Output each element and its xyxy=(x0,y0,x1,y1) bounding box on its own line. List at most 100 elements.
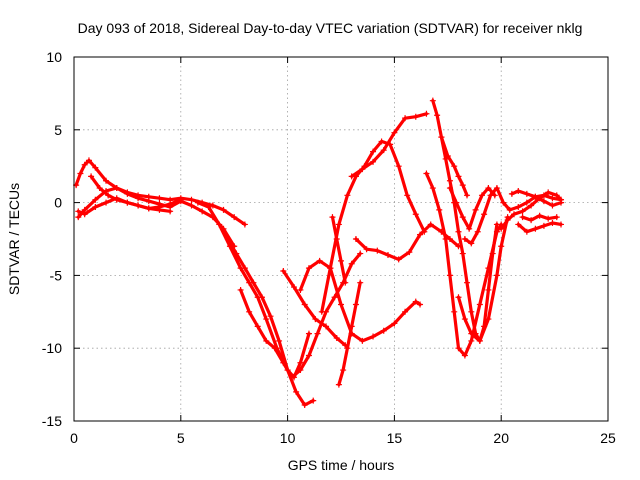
data-point xyxy=(528,202,535,209)
data-point xyxy=(224,236,231,242)
data-point xyxy=(468,240,475,247)
data-point xyxy=(263,337,270,344)
data-point xyxy=(177,196,184,203)
data-point xyxy=(455,228,462,235)
data-point xyxy=(75,214,82,221)
data-point xyxy=(451,308,458,315)
data-point xyxy=(417,301,424,308)
series-arc-2 xyxy=(76,186,236,248)
data-point xyxy=(81,211,88,218)
data-point xyxy=(305,330,312,337)
data-point xyxy=(549,219,556,226)
data-point xyxy=(250,279,257,286)
data-point xyxy=(429,97,436,104)
data-point xyxy=(331,294,338,301)
data-point xyxy=(466,225,473,232)
data-point xyxy=(442,236,449,242)
data-point xyxy=(316,257,323,264)
data-point xyxy=(436,206,443,213)
data-point xyxy=(92,196,99,203)
data-point xyxy=(515,203,522,210)
y-tick-label: -5 xyxy=(50,267,63,283)
data-point xyxy=(474,228,481,235)
data-point xyxy=(297,359,304,366)
data-point xyxy=(335,221,342,228)
data-point xyxy=(297,286,304,293)
data-point xyxy=(391,320,398,327)
data-point xyxy=(342,279,349,286)
data-point xyxy=(333,335,340,342)
data-point xyxy=(423,110,430,117)
data-point xyxy=(344,345,351,352)
y-tick-label: 10 xyxy=(46,49,62,65)
data-point xyxy=(485,286,492,293)
data-point xyxy=(493,185,500,192)
data-point xyxy=(485,185,492,192)
data-point xyxy=(455,173,462,180)
data-point xyxy=(205,203,212,210)
data-point xyxy=(545,215,552,222)
data-point xyxy=(455,294,462,301)
data-point xyxy=(370,333,377,340)
data-point xyxy=(305,265,312,272)
data-point xyxy=(318,308,325,315)
data-point xyxy=(231,214,238,221)
data-point xyxy=(124,190,131,197)
data-point xyxy=(498,243,505,250)
data-point xyxy=(451,163,458,170)
data-point xyxy=(380,327,387,334)
data-point xyxy=(340,367,347,374)
data-point xyxy=(85,157,92,164)
data-point xyxy=(246,308,253,315)
data-point xyxy=(280,359,287,366)
data-point xyxy=(333,236,340,242)
data-point xyxy=(301,401,308,408)
data-point xyxy=(464,192,471,199)
data-point xyxy=(357,279,364,286)
data-point xyxy=(314,330,321,337)
data-point xyxy=(267,313,274,320)
data-point xyxy=(402,308,409,315)
data-point xyxy=(335,381,342,388)
series-arc-12 xyxy=(330,215,347,285)
data-point xyxy=(77,170,84,177)
data-point xyxy=(446,185,453,192)
data-point xyxy=(188,196,195,203)
data-point xyxy=(338,257,344,264)
x-tick-label: 20 xyxy=(493,430,509,446)
data-point xyxy=(258,294,265,301)
data-point xyxy=(558,199,565,206)
data-point xyxy=(288,374,295,381)
data-point xyxy=(504,217,511,224)
data-point xyxy=(553,192,560,199)
chart-title: Day 093 of 2018, Sidereal Day-to-day VTE… xyxy=(78,20,583,36)
data-point xyxy=(417,231,424,238)
data-point xyxy=(545,189,552,196)
data-point xyxy=(412,113,419,120)
data-point xyxy=(293,388,300,395)
data-point xyxy=(532,225,539,232)
data-point xyxy=(391,129,398,136)
data-point xyxy=(263,316,270,323)
data-point xyxy=(310,397,317,404)
data-point xyxy=(553,214,560,221)
data-point xyxy=(523,228,530,235)
data-point xyxy=(370,158,377,165)
series-arc-18 xyxy=(448,186,497,231)
data-point xyxy=(481,211,488,218)
data-point xyxy=(528,217,535,224)
y-tick-label: -15 xyxy=(42,413,62,429)
data-point xyxy=(446,272,453,279)
data-point xyxy=(459,250,466,257)
data-point xyxy=(493,272,500,279)
data-point xyxy=(519,214,526,221)
data-point xyxy=(489,250,496,257)
data-point xyxy=(453,199,460,206)
data-point xyxy=(156,206,163,213)
data-point xyxy=(438,134,445,141)
data-point xyxy=(329,214,336,221)
data-point xyxy=(498,225,505,232)
data-point xyxy=(549,195,556,202)
data-point xyxy=(540,198,547,205)
data-point xyxy=(359,337,366,344)
